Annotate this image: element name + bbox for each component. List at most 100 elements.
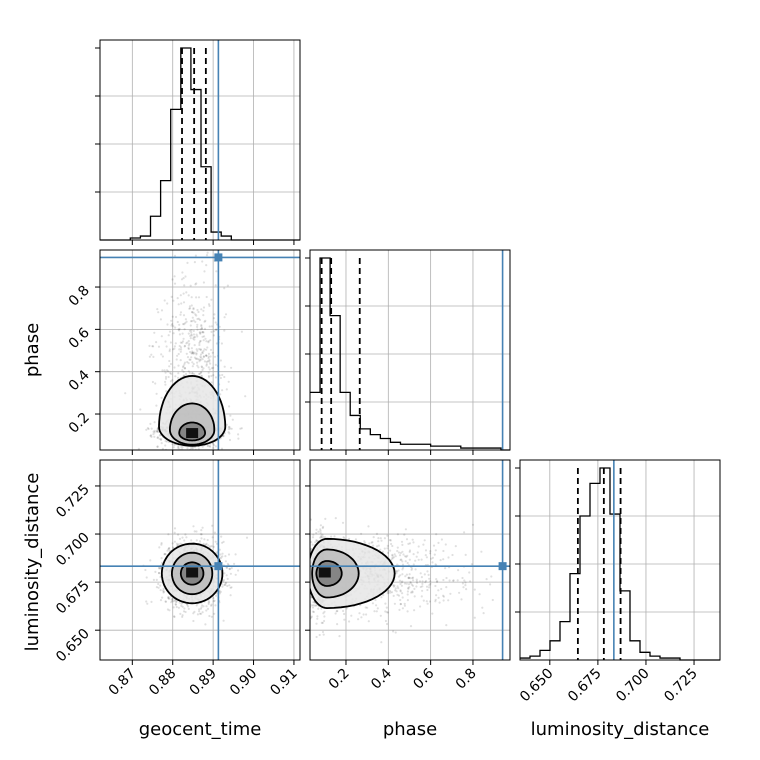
sample-point [195, 352, 198, 355]
sample-point [210, 374, 213, 378]
sample-point [404, 575, 407, 578]
sample-point [150, 435, 153, 438]
sample-point [421, 582, 424, 586]
sample-point [393, 584, 396, 587]
sample-point [202, 281, 205, 284]
sample-point [428, 577, 431, 580]
sample-point [190, 296, 193, 299]
sample-point [458, 591, 461, 594]
sample-point [195, 333, 198, 336]
sample-point [191, 361, 194, 364]
sample-point [237, 437, 240, 440]
sample-point [209, 362, 212, 365]
sample-point [322, 525, 325, 528]
sample-point [395, 590, 398, 593]
sample-point [208, 359, 211, 362]
sample-point [196, 325, 199, 328]
sample-point [145, 576, 148, 579]
contour-level-2 [311, 548, 360, 599]
sample-point [187, 347, 190, 351]
sample-point [407, 576, 410, 580]
sample-point [210, 325, 213, 328]
sample-point [435, 578, 438, 581]
sample-point [396, 563, 399, 566]
sample-point [182, 610, 186, 613]
sample-point [202, 542, 205, 545]
x-axis-label-phase: phase [383, 719, 437, 740]
sample-point [177, 352, 180, 356]
sample-point [436, 580, 439, 583]
sample-point [205, 340, 208, 343]
sample-point [201, 352, 204, 355]
sample-point [401, 573, 404, 576]
sample-point [157, 571, 161, 575]
sample-point [411, 584, 415, 587]
sample-point [180, 602, 183, 605]
sample-point [227, 428, 230, 431]
sample-point [397, 569, 400, 572]
sample-point [360, 532, 363, 535]
sample-point [457, 569, 460, 572]
sample-point [464, 553, 467, 557]
sample-point [391, 553, 394, 557]
sample-point [157, 582, 160, 586]
sample-point [175, 605, 178, 609]
sample-point [226, 562, 229, 566]
sample-point [185, 342, 188, 345]
sample-point [398, 608, 401, 612]
sample-point [172, 332, 175, 335]
sample-point [408, 558, 411, 561]
sample-point [156, 436, 159, 439]
sample-point [397, 551, 400, 554]
sample-point [182, 337, 185, 340]
sample-point [198, 540, 202, 543]
sample-point [312, 604, 315, 607]
sample-point [179, 542, 182, 545]
sample-point [207, 544, 210, 547]
sample-point [228, 568, 231, 571]
sample-point [207, 355, 210, 358]
sample-point [382, 594, 385, 597]
sample-point [208, 444, 211, 447]
sample-point [139, 408, 142, 411]
sample-point [202, 314, 205, 317]
sample-point [183, 361, 187, 364]
sample-point [407, 583, 411, 586]
sample-point [205, 360, 208, 364]
sample-point [205, 264, 208, 267]
sample-point [166, 608, 169, 611]
sample-point [375, 532, 379, 536]
sample-point [321, 621, 324, 625]
sample-point [407, 586, 410, 590]
sample-point [204, 337, 207, 340]
sample-point [169, 362, 173, 366]
sample-point [187, 332, 190, 335]
sample-point [225, 574, 228, 577]
sample-point [124, 392, 127, 395]
sample-point [413, 595, 416, 598]
y-grid [100, 95, 300, 193]
sample-point [183, 344, 187, 347]
sample-point [358, 612, 361, 615]
sample-point [156, 429, 159, 433]
sample-point [183, 328, 186, 331]
sample-point [173, 366, 176, 369]
sample-point [219, 553, 222, 556]
sample-point [212, 334, 215, 337]
sample-point [452, 579, 455, 582]
sample-point [215, 342, 218, 345]
sample-point [200, 324, 203, 327]
sample-point [237, 433, 240, 436]
sample-point [482, 612, 485, 615]
sample-point [189, 307, 192, 310]
sample-point [190, 329, 193, 332]
sample-point [207, 340, 210, 343]
sample-point [208, 360, 211, 363]
sample-point [191, 372, 194, 375]
sample-point [181, 536, 184, 539]
sample-point [194, 357, 198, 360]
sample-point [222, 579, 225, 582]
sample-point [172, 299, 175, 302]
sample-point [414, 559, 417, 562]
